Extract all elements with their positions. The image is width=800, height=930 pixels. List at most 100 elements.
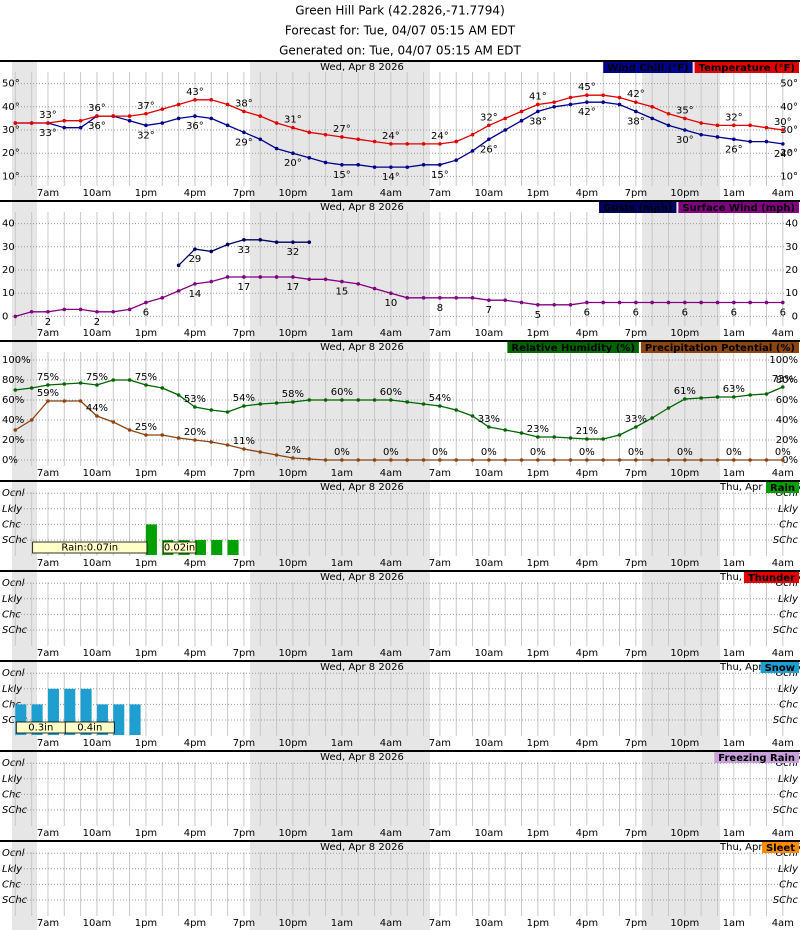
data-label: 0%: [775, 447, 791, 458]
data-point: [601, 93, 605, 97]
y-level-label: Lkly: [2, 594, 23, 605]
data-point: [225, 242, 230, 247]
legend-label: Wind Chill (°F): [607, 63, 688, 74]
data-label: 35°: [676, 105, 694, 116]
data-label: 20%: [184, 427, 206, 438]
data-point: [568, 303, 573, 307]
data-point: [176, 263, 181, 268]
data-point: [13, 121, 18, 125]
data-point: [781, 300, 785, 305]
data-label: 54%: [233, 393, 255, 404]
x-tick-label: 7am: [429, 328, 451, 339]
amount-box: [32, 541, 148, 554]
data-point: [683, 128, 687, 132]
data-point: [340, 458, 344, 462]
data-point: [732, 395, 736, 399]
data-point: [438, 142, 442, 146]
data-point: [291, 400, 295, 404]
x-tick-label: 10pm: [670, 918, 699, 929]
data-point: [454, 139, 459, 144]
data-point: [421, 458, 426, 462]
series-line: [15, 276, 783, 318]
data-point: [274, 453, 279, 457]
data-label: 26°: [480, 144, 498, 155]
x-tick-label: 4am: [380, 828, 402, 839]
data-point: [323, 132, 328, 137]
data-point: [307, 130, 312, 135]
data-point: [176, 116, 181, 121]
data-point: [617, 95, 622, 100]
data-point: [176, 436, 181, 440]
data-point: [732, 123, 736, 128]
data-label: 27°: [333, 124, 351, 135]
data-point: [372, 286, 377, 291]
data-point: [748, 300, 752, 305]
x-tick-label: 4pm: [576, 648, 598, 659]
data-point: [519, 109, 524, 114]
data-point: [78, 125, 83, 130]
y-level-label: Lkly: [2, 504, 23, 515]
data-point: [715, 123, 720, 128]
data-point: [144, 383, 148, 387]
data-point: [748, 123, 752, 128]
data-label: 0%: [726, 447, 742, 458]
data-point: [470, 458, 475, 462]
x-tick-label: 1pm: [527, 188, 549, 199]
data-point: [274, 121, 279, 125]
date-label: Wed, Apr 8 2026: [320, 62, 404, 73]
y-level-label-right: Chc: [779, 879, 798, 890]
legend-label: Snow: [765, 663, 795, 674]
data-label: 45°: [578, 82, 596, 93]
date-label: Wed, Apr 8 2026: [320, 662, 404, 673]
x-tick-label: 1pm: [527, 328, 549, 339]
data-label: 7: [486, 305, 492, 316]
x-tick-label: 7pm: [625, 328, 647, 339]
data-point: [764, 392, 769, 396]
data-point: [715, 300, 720, 305]
data-point: [666, 406, 671, 410]
data-point: [111, 420, 116, 424]
data-point: [650, 116, 654, 121]
x-tick-label: 1am: [331, 328, 353, 339]
x-tick-label: 4pm: [576, 918, 598, 929]
data-label: 54%: [429, 393, 451, 404]
data-point: [601, 437, 605, 441]
data-point: [46, 383, 50, 387]
data-label: 6: [780, 307, 786, 318]
data-point: [29, 386, 34, 390]
x-tick-label: 1pm: [527, 738, 549, 749]
data-point: [372, 139, 377, 144]
y-level-label-right: Lkly: [778, 594, 799, 605]
x-tick-label: 7pm: [625, 738, 647, 749]
x-tick-label: 4am: [772, 918, 794, 929]
data-point: [242, 238, 246, 242]
data-point: [552, 105, 556, 109]
y-level-label-right: Ocnl: [776, 848, 799, 859]
x-tick-label: 1pm: [135, 188, 157, 199]
data-point: [160, 107, 165, 111]
data-point: [650, 105, 654, 109]
y-level-label-right: SChc: [773, 895, 799, 906]
data-point: [111, 114, 116, 118]
x-tick-label: 10pm: [670, 328, 699, 339]
y-level-label: SChc: [2, 715, 28, 726]
y-level-label: SChc: [2, 535, 28, 546]
data-point: [519, 431, 524, 435]
data-point: [699, 121, 703, 125]
night-shade: [250, 570, 430, 660]
x-tick-label: 4am: [380, 738, 402, 749]
x-tick-label: 1am: [331, 558, 353, 569]
data-point: [421, 142, 426, 146]
data-point: [405, 142, 410, 146]
data-point: [274, 240, 279, 244]
x-tick-label: 1pm: [527, 828, 549, 839]
x-tick-label: 10am: [475, 188, 504, 199]
data-point: [536, 102, 540, 107]
y-level-label: Ocnl: [2, 848, 25, 859]
data-point: [78, 381, 83, 385]
legend-label: Thunder: [748, 573, 795, 584]
data-point: [62, 382, 67, 386]
data-label: 11%: [233, 436, 255, 447]
y-level-label-right: Chc: [779, 609, 798, 620]
data-point: [209, 279, 214, 284]
